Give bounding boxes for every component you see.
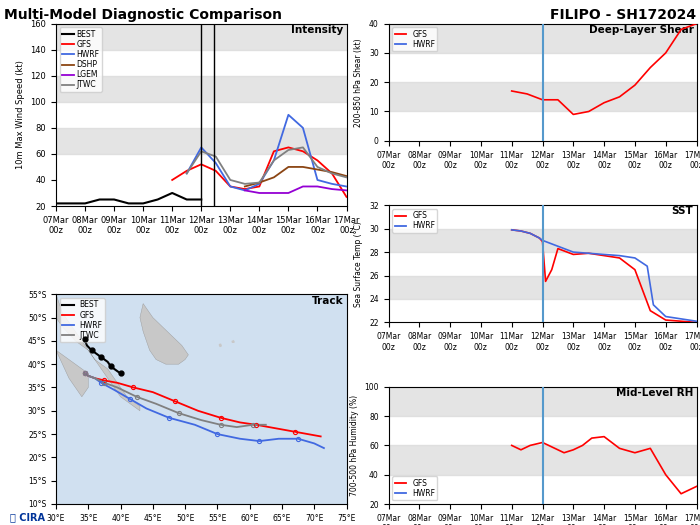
Text: Multi-Model Diagnostic Comparison: Multi-Model Diagnostic Comparison <box>4 8 281 22</box>
Bar <box>389 276 696 299</box>
Legend: BEST, GFS, HWRF, JTWC: BEST, GFS, HWRF, JTWC <box>60 298 105 342</box>
Polygon shape <box>56 294 140 411</box>
Text: Track: Track <box>312 296 344 307</box>
Text: Intensity: Intensity <box>291 25 344 36</box>
Bar <box>389 229 696 252</box>
Bar <box>389 82 696 111</box>
Text: Deep-Layer Shear: Deep-Layer Shear <box>589 25 694 35</box>
Legend: GFS, HWRF: GFS, HWRF <box>392 209 438 233</box>
Polygon shape <box>56 294 88 397</box>
Bar <box>389 445 696 475</box>
Polygon shape <box>219 344 221 346</box>
Text: Mid-Level RH: Mid-Level RH <box>616 388 694 398</box>
Bar <box>56 24 346 50</box>
Y-axis label: 200-850 hPa Shear (kt): 200-850 hPa Shear (kt) <box>354 38 363 127</box>
Polygon shape <box>232 341 234 342</box>
Y-axis label: 10m Max Wind Speed (kt): 10m Max Wind Speed (kt) <box>16 60 25 169</box>
Legend: GFS, HWRF: GFS, HWRF <box>392 27 438 51</box>
Polygon shape <box>140 303 188 364</box>
Text: Ⓜ CIRA: Ⓜ CIRA <box>10 512 46 522</box>
Legend: BEST, GFS, HWRF, DSHP, LGEM, JTWC: BEST, GFS, HWRF, DSHP, LGEM, JTWC <box>60 27 102 92</box>
Bar <box>56 76 346 102</box>
Text: SST: SST <box>672 206 694 216</box>
Text: FILIPO - SH172024: FILIPO - SH172024 <box>550 8 696 22</box>
Bar <box>389 24 696 53</box>
Legend: GFS, HWRF: GFS, HWRF <box>392 477 438 500</box>
Y-axis label: Sea Surface Temp (°C): Sea Surface Temp (°C) <box>354 221 363 307</box>
Bar <box>56 128 346 154</box>
Y-axis label: 700-500 hPa Humidity (%): 700-500 hPa Humidity (%) <box>350 395 358 496</box>
Bar <box>389 387 696 416</box>
